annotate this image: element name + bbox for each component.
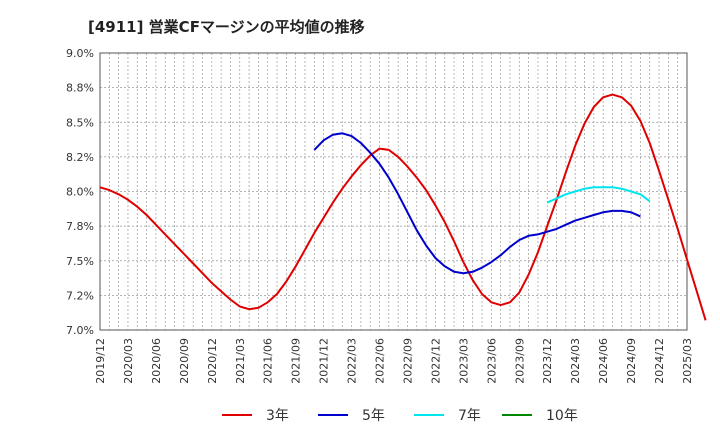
legend-item: 5年 — [318, 404, 385, 426]
legend-label: 3年 — [266, 408, 289, 424]
x-tick-label: 2022/03 — [346, 338, 359, 384]
legend: 3年 5年 7年 10年 — [0, 404, 720, 426]
x-tick-label: 2024/09 — [625, 338, 638, 384]
x-tick-label: 2022/06 — [374, 338, 387, 384]
legend-label: 10年 — [546, 408, 578, 424]
x-tick-label: 2021/09 — [290, 338, 303, 384]
y-tick-label: 8.0% — [66, 186, 94, 199]
legend-item: 7年 — [414, 404, 481, 426]
x-tick-label: 2021/06 — [262, 338, 275, 384]
x-tick-label: 2023/12 — [541, 338, 554, 384]
x-tick-label: 2023/06 — [485, 338, 498, 384]
legend-item: 10年 — [502, 404, 578, 426]
y-tick-label: 8.2% — [66, 151, 94, 164]
y-tick-label: 9.0% — [66, 47, 94, 60]
x-tick-label: 2020/09 — [178, 338, 191, 384]
x-tick-label: 2020/06 — [150, 338, 163, 384]
legend-label: 5年 — [362, 408, 385, 424]
x-tick-label: 2020/03 — [122, 338, 135, 384]
x-tick-label: 2024/06 — [597, 338, 610, 384]
y-tick-label: 8.8% — [66, 82, 94, 95]
series-line-0 — [99, 93, 707, 321]
x-tick-label: 2022/12 — [429, 338, 442, 384]
y-tick-label: 7.2% — [66, 289, 94, 302]
series-line-1 — [313, 132, 641, 275]
y-tick-label: 7.8% — [66, 220, 94, 233]
y-tick-label: 8.5% — [66, 116, 94, 129]
x-tick-label: 2024/03 — [569, 338, 582, 384]
x-tick-label: 2025/03 — [681, 338, 694, 384]
x-tick-label: 2023/09 — [513, 338, 526, 384]
x-tick-label: 2021/12 — [318, 338, 331, 384]
y-tick-label: 7.5% — [66, 255, 94, 268]
legend-item: 3年 — [222, 404, 289, 426]
x-tick-label: 2022/09 — [401, 338, 414, 384]
series-line-2 — [546, 186, 651, 204]
legend-swatch — [318, 414, 348, 416]
plot-frame — [99, 52, 688, 331]
legend-swatch — [414, 414, 444, 416]
legend-label: 7年 — [458, 408, 481, 424]
x-tick-label: 2019/12 — [94, 338, 107, 384]
legend-swatch — [502, 414, 532, 416]
y-tick-label: 7.0% — [66, 324, 94, 337]
legend-swatch — [222, 414, 252, 416]
x-tick-label: 2023/03 — [457, 338, 470, 384]
x-tick-label: 2020/12 — [206, 338, 219, 384]
x-tick-label: 2024/12 — [653, 338, 666, 384]
x-tick-label: 2021/03 — [234, 338, 247, 384]
chart-title: [4911] 営業CFマージンの平均値の推移 — [88, 18, 365, 36]
